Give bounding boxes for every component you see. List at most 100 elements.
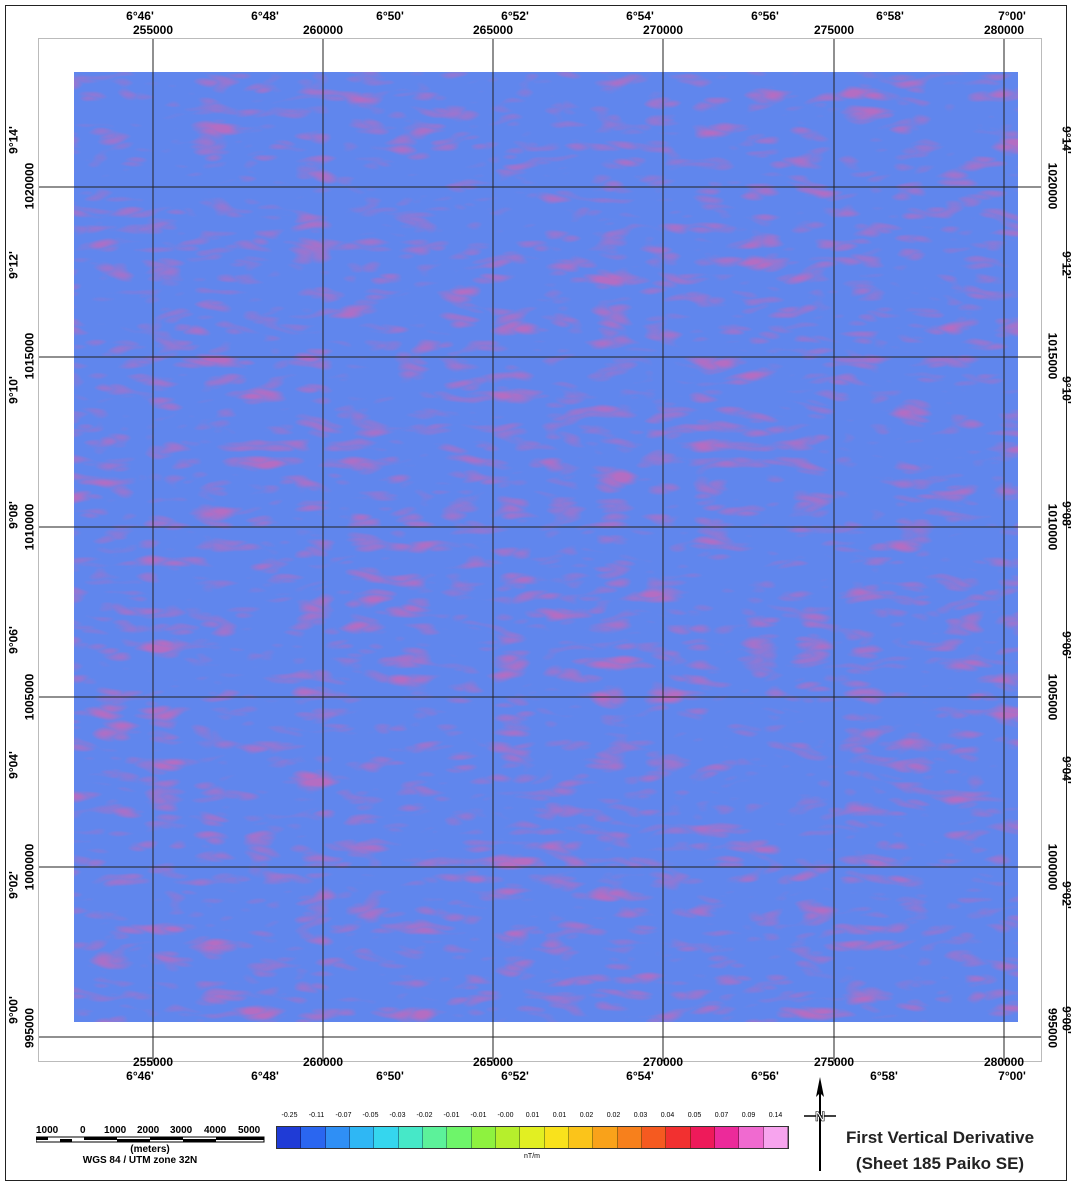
bottom-lon-label: 7°00': [998, 1069, 1026, 1083]
bottom-easting-label: 275000: [813, 1055, 855, 1069]
colorbar-swatch: [374, 1127, 399, 1148]
right-lat-label: 9°14': [1059, 126, 1073, 154]
colorbar-tick-label: -0.02: [416, 1112, 433, 1119]
scale-unit: (meters): [130, 1144, 170, 1155]
colorbar-ticks: -0.25 -0.11 -0.07 -0.05 -0.03 -0.02 -0.01 -0.01…: [276, 1110, 789, 1122]
colorbar-swatch: [593, 1127, 618, 1148]
top-lon-label: 6°48': [251, 9, 279, 23]
colorbar-swatch: [763, 1127, 788, 1148]
colorbar-swatch: [520, 1127, 545, 1148]
right-northing-label: 1020000: [1045, 162, 1060, 210]
right-lat-label: 9°00': [1059, 1006, 1073, 1034]
bottom-easting-label: 280000: [983, 1055, 1025, 1069]
colorbar-unit: nT/m: [524, 1153, 540, 1160]
left-lat-label: 9°12': [6, 251, 21, 279]
left-northing-label: 1015000: [22, 332, 37, 380]
colorbar-swatch: [666, 1127, 691, 1148]
colorbar-swatch: [277, 1127, 302, 1148]
left-northing-label: 1000000: [22, 843, 37, 891]
bottom-lon-label: 6°46': [126, 1069, 154, 1083]
colorbar-swatch: [301, 1127, 326, 1148]
right-lat-label: 9°08': [1059, 501, 1073, 529]
left-lat-label: 9°08': [6, 501, 21, 529]
colorbar-tick-label: -0.11: [308, 1112, 325, 1119]
top-lon-label: 6°56': [751, 9, 779, 23]
colorbar-tick-label: 0.01: [552, 1112, 567, 1119]
scale-label: 1000: [36, 1125, 59, 1136]
colorbar-swatch: [325, 1127, 350, 1148]
colorbar-tick-label: 0.05: [687, 1112, 702, 1119]
left-northing-label: 1010000: [22, 503, 37, 551]
right-northing-label: 1015000: [1045, 332, 1060, 380]
colorbar-tick-label: 0.02: [606, 1112, 621, 1119]
colorbar-swatch: [398, 1127, 423, 1148]
colorbar-tick-label: -0.01: [470, 1112, 487, 1119]
colorbar-tick-label: -0.25: [281, 1112, 298, 1119]
scale-label: 2000: [137, 1125, 160, 1136]
top-easting-label: 255000: [132, 23, 174, 37]
right-lat-label: 9°06': [1059, 631, 1073, 659]
colorbar-swatch: [471, 1127, 496, 1148]
colorbar-swatch: [447, 1127, 472, 1148]
scale-bar-graphic: [36, 1136, 265, 1143]
scale-label: 3000: [170, 1125, 193, 1136]
top-lon-label: 6°46': [126, 9, 154, 23]
colorbar-tick-label: 0.03: [633, 1112, 648, 1119]
top-lon-label: 6°50': [376, 9, 404, 23]
colorbar-swatch: [690, 1127, 715, 1148]
colorbar-swatch: [641, 1127, 667, 1148]
top-easting-label: 265000: [472, 23, 514, 37]
colorbar-tick-label: 0.04: [660, 1112, 675, 1119]
right-northing-label: 1000000: [1045, 843, 1060, 891]
right-northing-label: 1005000: [1045, 673, 1060, 721]
scale-label: 1000: [104, 1125, 127, 1136]
colorbar-tick-label: -0.03: [389, 1112, 406, 1119]
left-lat-label: 9°10': [6, 376, 21, 404]
top-easting-label: 280000: [983, 23, 1025, 37]
bottom-easting-label: 265000: [472, 1055, 514, 1069]
map-image: [38, 38, 1042, 1062]
bottom-lon-label: 6°48': [251, 1069, 279, 1083]
left-lat-label: 9°02': [6, 871, 21, 899]
colorbar-swatch: [617, 1127, 642, 1148]
top-easting-label: 260000: [302, 23, 344, 37]
top-lon-label: 7°00': [998, 9, 1026, 23]
colorbar-tick-label: -0.07: [335, 1112, 352, 1119]
colorbar-tick-label: 0.09: [741, 1112, 756, 1119]
scale-label: 5000: [238, 1125, 261, 1136]
left-northing-label: 1020000: [22, 162, 37, 210]
colorbar-swatch: [714, 1127, 740, 1148]
left-lat-label: 9°06': [6, 626, 21, 654]
bottom-lon-label: 6°56': [751, 1069, 779, 1083]
colorbar: [276, 1126, 789, 1149]
north-arrow-label: N: [815, 1108, 825, 1124]
left-lat-label: 9°00': [6, 996, 21, 1024]
top-lon-label: 6°58': [876, 9, 904, 23]
colorbar-swatch: [739, 1127, 764, 1148]
bottom-lon-label: 6°50': [376, 1069, 404, 1083]
north-arrow-icon: N: [804, 1077, 836, 1171]
colorbar-swatch: [495, 1127, 521, 1148]
scale-label: 0: [80, 1125, 86, 1136]
map-title-line2: (Sheet 185 Paiko SE): [855, 1154, 1025, 1173]
sheet-frame: [5, 5, 1067, 1181]
bottom-easting-label: 255000: [132, 1055, 174, 1069]
top-easting-label: 270000: [642, 23, 684, 37]
left-lat-label: 9°04': [6, 751, 21, 779]
projection-label: WGS 84 / UTM zone 32N: [82, 1155, 198, 1166]
left-lat-label: 9°14': [6, 126, 21, 154]
colorbar-swatch: [544, 1127, 569, 1148]
top-easting-label: 275000: [813, 23, 855, 37]
right-lat-label: 9°10': [1059, 376, 1073, 404]
map-title-line1: First Vertical Derivative: [845, 1128, 1035, 1147]
top-lon-label: 6°54': [626, 9, 654, 23]
right-lat-label: 9°04': [1059, 756, 1073, 784]
colorbar-swatch: [568, 1127, 594, 1148]
top-lon-label: 6°52': [501, 9, 529, 23]
bottom-lon-label: 6°52': [501, 1069, 529, 1083]
colorbar-tick-label: 0.07: [714, 1112, 729, 1119]
bottom-easting-label: 270000: [642, 1055, 684, 1069]
bottom-easting-label: 260000: [302, 1055, 344, 1069]
scale-label: 4000: [204, 1125, 227, 1136]
